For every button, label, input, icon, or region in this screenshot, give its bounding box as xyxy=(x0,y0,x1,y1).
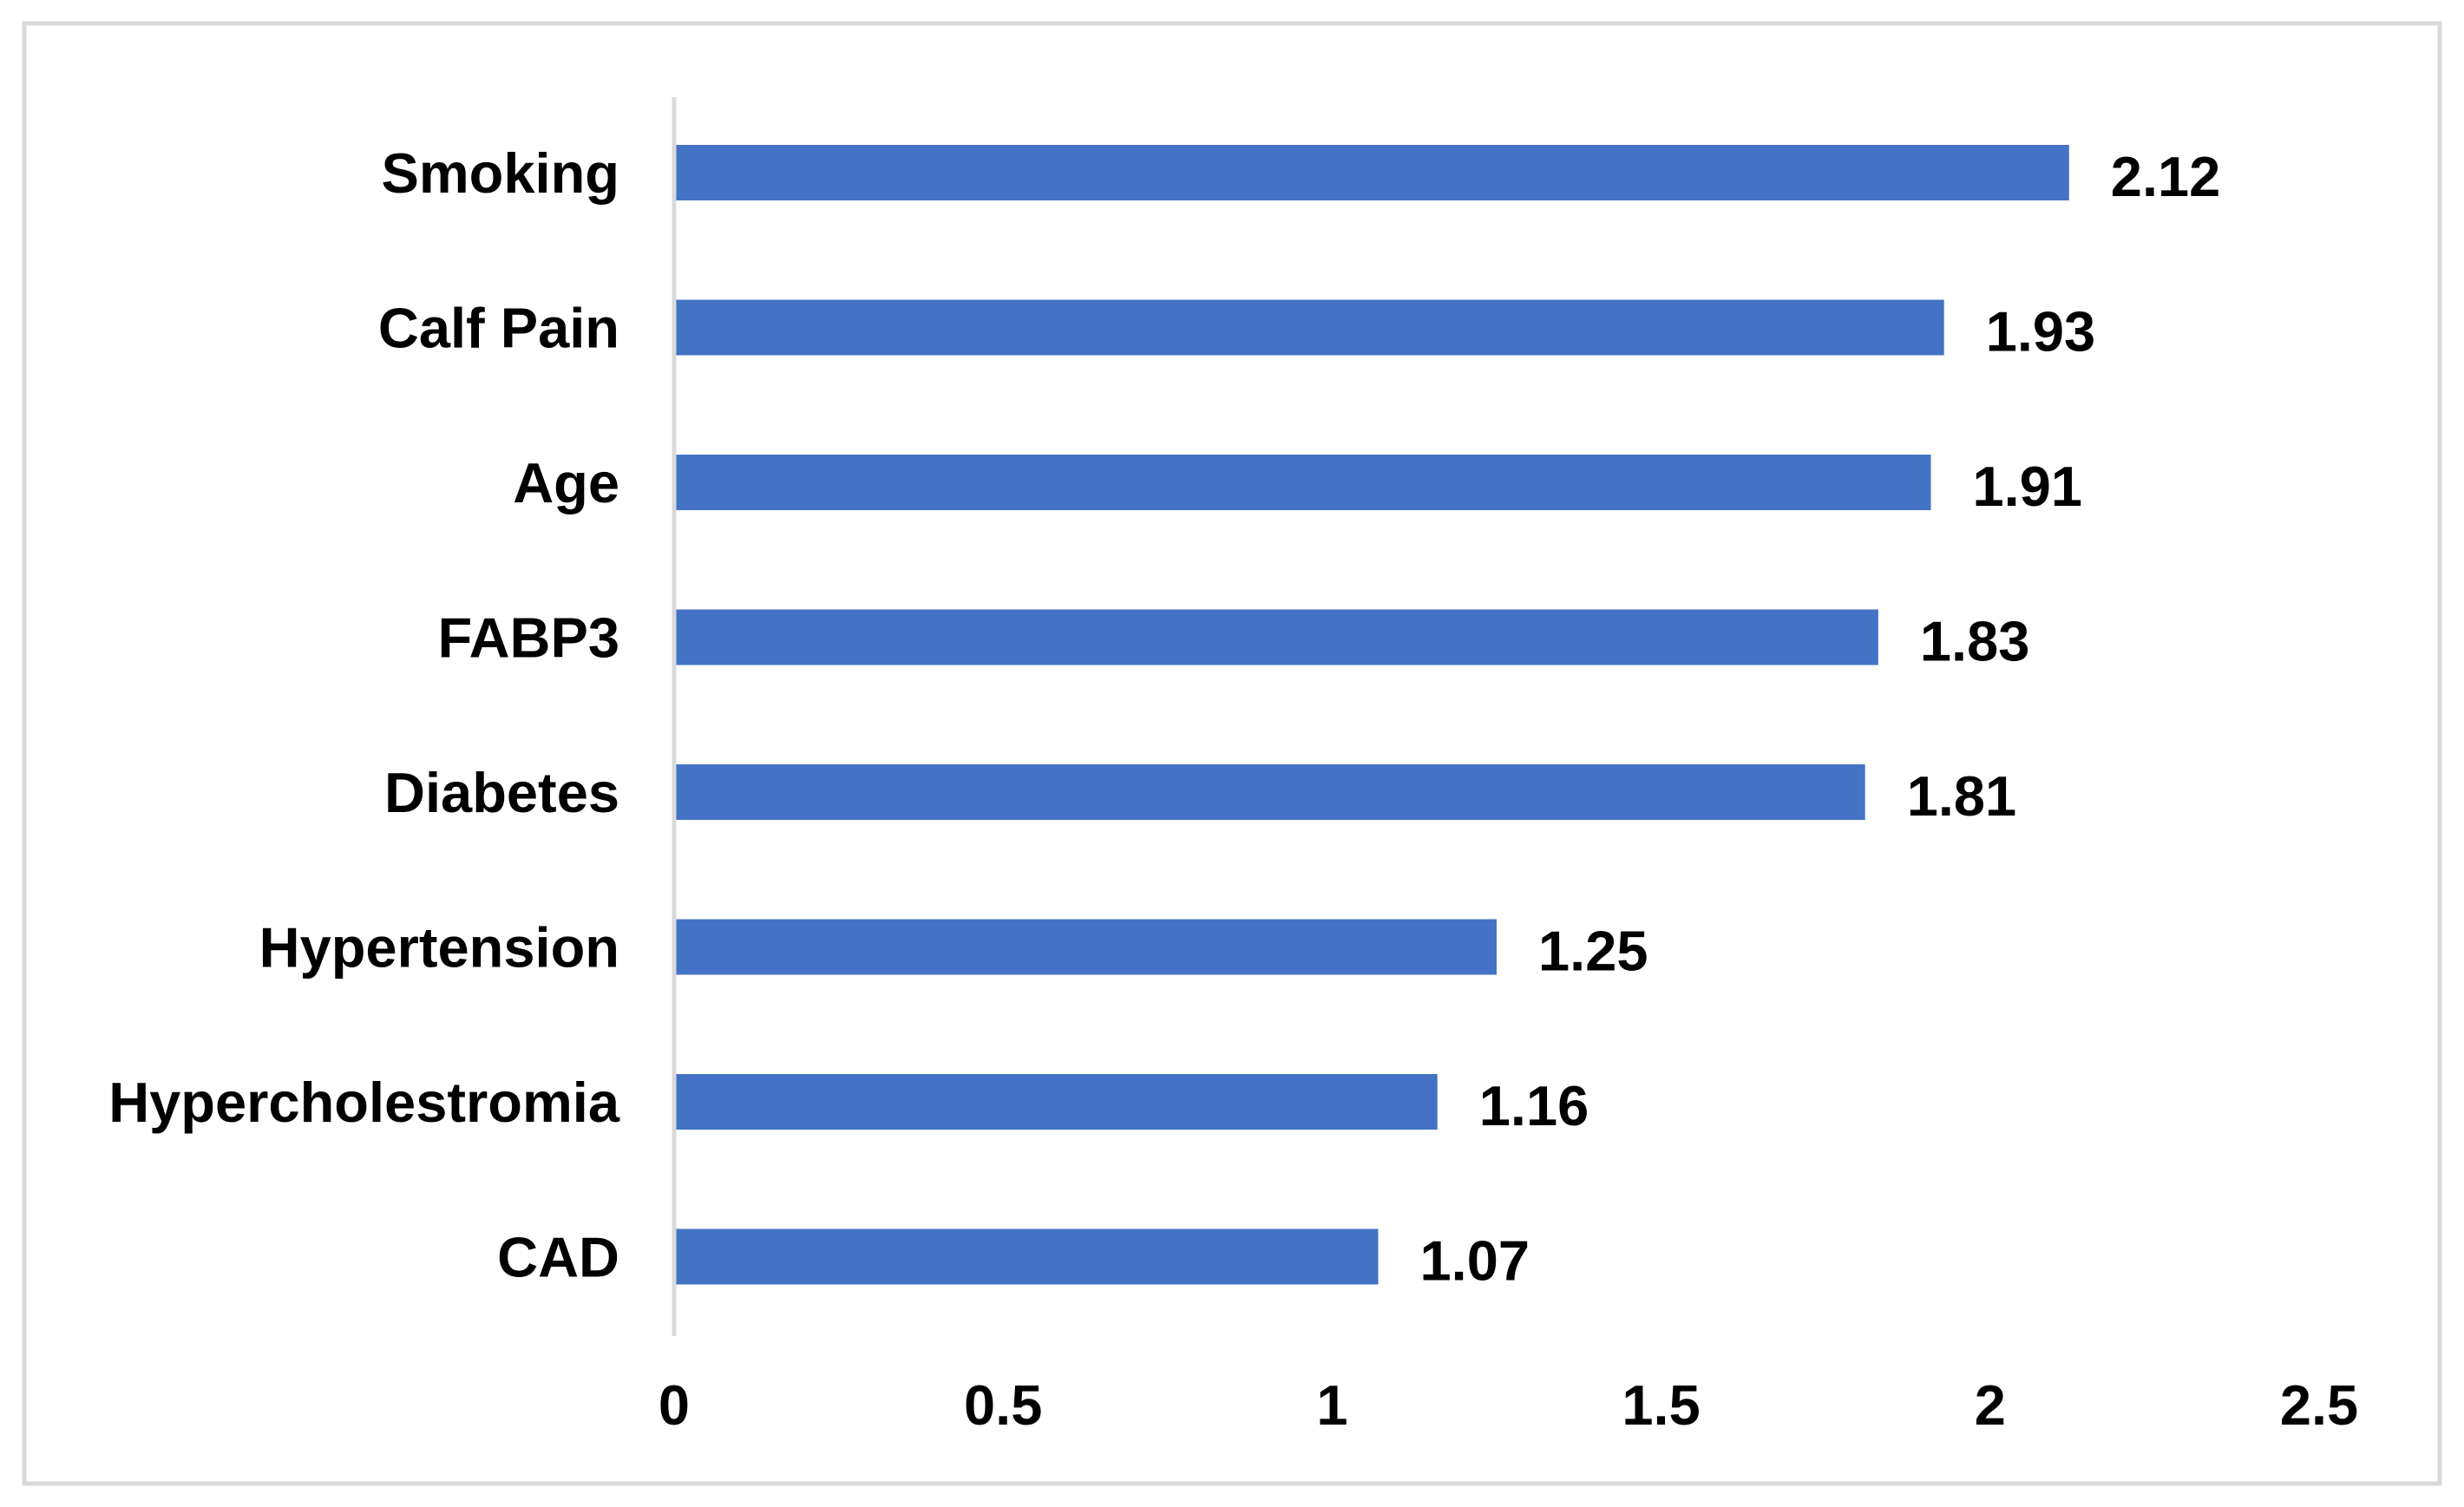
value-label: 1.91 xyxy=(1973,455,2083,518)
bar-fabp3 xyxy=(674,609,1878,665)
value-label: 1.25 xyxy=(1538,920,1648,983)
category-label: Hypercholestromia xyxy=(108,1071,620,1134)
category-label: CAD xyxy=(497,1226,619,1289)
category-label: Smoking xyxy=(382,141,619,205)
bar-smoking xyxy=(674,145,2069,200)
category-label: Calf Pain xyxy=(378,297,619,360)
value-label: 1.16 xyxy=(1479,1074,1589,1137)
bars-layer xyxy=(674,145,2069,1285)
category-label: Age xyxy=(513,451,619,514)
category-label: FABP3 xyxy=(437,606,619,670)
x-tick-label: 1 xyxy=(1316,1373,1347,1437)
x-tick-label: 0.5 xyxy=(964,1373,1042,1437)
category-labels: Smoking Calf Pain Age FABP3 Diabetes Hyperten… xyxy=(108,141,620,1289)
bar-hypertension xyxy=(674,919,1497,975)
bar-hypercholestromia xyxy=(674,1074,1438,1130)
bar-cad xyxy=(674,1229,1379,1285)
category-label: Hypertension xyxy=(259,916,619,980)
bar-age xyxy=(674,455,1931,510)
x-tick-label: 2 xyxy=(1975,1373,2006,1437)
value-label: 1.83 xyxy=(1920,610,2030,673)
value-labels: 2.12 1.93 1.91 1.83 1.81 1.25 1.16 1.07 xyxy=(1419,145,2220,1293)
value-label: 1.07 xyxy=(1419,1229,1530,1293)
x-tick-label: 2.5 xyxy=(2280,1373,2358,1437)
x-tick-label: 1.5 xyxy=(1622,1373,1700,1437)
x-tick-label: 0 xyxy=(659,1373,690,1437)
category-label: Diabetes xyxy=(384,761,619,824)
bar-calf-pain xyxy=(674,299,1944,356)
value-label: 2.12 xyxy=(2111,145,2221,208)
x-axis-ticks: 0 0.5 1 1.5 2 2.5 xyxy=(659,1373,2358,1437)
bar-diabetes xyxy=(674,764,1865,820)
value-label: 1.93 xyxy=(1986,300,2096,364)
value-label: 1.81 xyxy=(1907,764,2017,828)
